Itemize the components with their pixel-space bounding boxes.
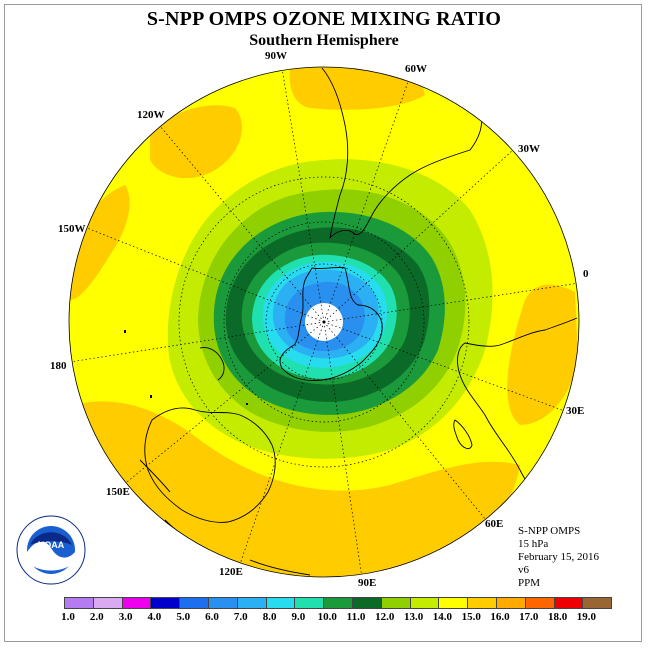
colorbar-label: 1.0	[61, 611, 75, 623]
lon-label-150w: 150W	[58, 223, 86, 235]
info-version: v6	[518, 564, 529, 576]
colorbar-swatch	[467, 597, 497, 609]
lon-label-30w: 30W	[518, 143, 540, 155]
colorbar-label: 4.0	[147, 611, 162, 623]
lon-label-60e: 60E	[485, 518, 504, 530]
lon-label-90e: 90E	[358, 577, 377, 589]
colorbar-swatch	[236, 597, 267, 609]
colorbar-label: 11.0	[346, 611, 366, 623]
colorbar-swatch	[409, 597, 440, 609]
info-date: February 15, 2016	[518, 551, 599, 563]
meridians	[69, 67, 579, 577]
colorbar-label: 16.0	[490, 611, 510, 623]
ozone-orange-nw	[150, 105, 243, 179]
info-pressure: 15 hPa	[518, 538, 549, 550]
map-subtitle: Southern Hemisphere	[249, 32, 399, 49]
colorbar-swatch	[323, 597, 353, 609]
colorbar-swatch	[121, 597, 152, 609]
colorbar-swatch	[553, 597, 584, 609]
lon-label-120w: 120W	[137, 109, 165, 121]
lon-label-180: 180	[50, 360, 67, 372]
colorbar-swatch	[208, 597, 238, 609]
ozone-orange-south	[75, 401, 520, 577]
colorbar-label: 9.0	[291, 611, 306, 623]
noaa-logo	[16, 515, 86, 585]
colorbar-swatch	[265, 597, 296, 609]
colorbar-swatch	[92, 597, 123, 609]
info-block: S-NPP OMPS 15 hPa February 15, 2016 v6 P…	[518, 525, 599, 590]
colorbar-label: 5.0	[176, 611, 191, 623]
colorbar-swatch	[582, 597, 613, 609]
colorbar-label: 13.0	[403, 611, 424, 623]
map-border	[68, 66, 580, 578]
colorbar-label: 12.0	[375, 611, 395, 623]
colorbar-label: 2.0	[89, 611, 104, 623]
colorbar-label: 15.0	[461, 611, 481, 623]
colorbar-label: 18.0	[547, 611, 568, 623]
south-pole-marker	[322, 320, 326, 324]
colorbar-swatch	[352, 597, 382, 609]
colorbar-label: 6.0	[205, 611, 219, 623]
figure-frame	[4, 4, 642, 642]
colorbar-swatch	[438, 597, 469, 609]
info-instrument: S-NPP OMPS	[518, 525, 581, 537]
colorbar-swatch	[150, 597, 181, 609]
colorbar-label: 10.0	[317, 611, 337, 623]
colorbar-label: 3.0	[118, 611, 133, 623]
lon-label-60w: 60W	[405, 63, 427, 75]
colorbar-label: 14.0	[432, 611, 453, 623]
colorbar-swatch	[179, 597, 209, 609]
map-title: S-NPP OMPS OZONE MIXING RATIO	[146, 8, 502, 30]
lon-label-120e: 120E	[219, 566, 243, 578]
island-markers	[124, 330, 248, 405]
lon-label-150e: 150E	[106, 486, 130, 498]
colorbar-label: 19.0	[576, 611, 597, 623]
colorbar-label: 17.0	[519, 611, 539, 623]
lon-label-30e: 30E	[566, 405, 585, 417]
colorbar-swatch	[496, 597, 526, 609]
colorbar-swatch	[380, 597, 411, 609]
colorbar-label: 8.0	[262, 611, 277, 623]
ozone-orange-west	[70, 185, 130, 300]
colorbar-swatch	[294, 597, 325, 609]
lon-label-0: 0	[583, 268, 589, 280]
lon-label-90w: 90W	[265, 50, 287, 62]
colorbar-label: 7.0	[233, 611, 248, 623]
ozone-orange-east	[507, 284, 578, 425]
colorbar-swatch	[524, 597, 555, 609]
info-units: PPM	[518, 577, 541, 589]
colorbar-swatch	[64, 597, 94, 609]
noaa-logo-text: NOAA	[38, 540, 65, 550]
